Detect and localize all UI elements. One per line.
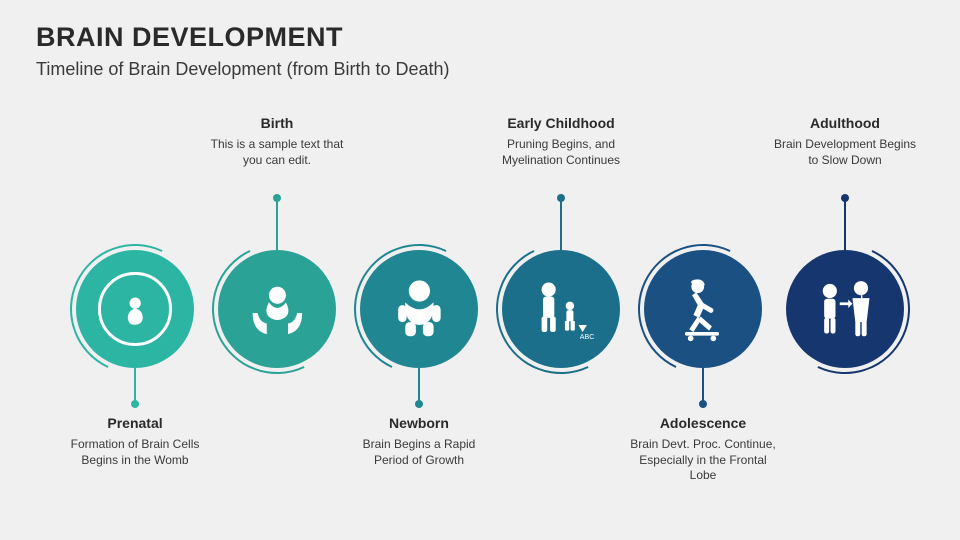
fetus-in-womb-icon xyxy=(76,250,194,368)
timeline: ABC xyxy=(0,250,960,400)
stage-title: Newborn xyxy=(344,415,494,431)
connector-line xyxy=(276,198,278,250)
header: BRAIN DEVELOPMENT Timeline of Brain Deve… xyxy=(0,0,960,80)
stage-title: Adolescence xyxy=(628,415,778,431)
stage-adolescence xyxy=(644,250,762,368)
connector-line xyxy=(844,198,846,250)
connector-line xyxy=(560,198,562,250)
stage-title: Prenatal xyxy=(60,415,210,431)
stage-desc: Formation of Brain Cells Begins in the W… xyxy=(60,437,210,468)
svg-text:ABC: ABC xyxy=(579,334,594,341)
adult-growth-icon xyxy=(786,250,904,368)
child-playing-icon: ABC xyxy=(502,250,620,368)
stage-early-childhood: ABC xyxy=(502,250,620,368)
stage-adulthood xyxy=(786,250,904,368)
stage-birth xyxy=(218,250,336,368)
stage-label-early-childhood: Early Childhood Pruning Begins, and Myeli… xyxy=(486,115,636,168)
stage-desc: This is a sample text that you can edit. xyxy=(202,137,352,168)
stage-label-adolescence: Adolescence Brain Devt. Proc. Continue, E… xyxy=(628,415,778,484)
stage-title: Birth xyxy=(202,115,352,131)
connector-line xyxy=(418,368,420,404)
stage-newborn xyxy=(360,250,478,368)
stage-desc: Brain Devt. Proc. Continue, Especially i… xyxy=(628,437,778,484)
page-title: BRAIN DEVELOPMENT xyxy=(36,22,924,53)
infant-sitting-icon xyxy=(360,250,478,368)
connector-line xyxy=(134,368,136,404)
stage-label-prenatal: Prenatal Formation of Brain Cells Begins … xyxy=(60,415,210,468)
stage-label-birth: Birth This is a sample text that you can … xyxy=(202,115,352,168)
stage-label-adulthood: Adulthood Brain Development Begins to Slo… xyxy=(770,115,920,168)
connector-line xyxy=(702,368,704,404)
baby-in-hands-icon xyxy=(218,250,336,368)
stage-prenatal xyxy=(76,250,194,368)
teen-skateboard-icon xyxy=(644,250,762,368)
stage-title: Adulthood xyxy=(770,115,920,131)
stage-desc: Brain Development Begins to Slow Down xyxy=(770,137,920,168)
stage-label-newborn: Newborn Brain Begins a Rapid Period of Gr… xyxy=(344,415,494,468)
inner-ring xyxy=(98,272,171,345)
stage-desc: Brain Begins a Rapid Period of Growth xyxy=(344,437,494,468)
stage-desc: Pruning Begins, and Myelination Continue… xyxy=(486,137,636,168)
stage-title: Early Childhood xyxy=(486,115,636,131)
page-subtitle: Timeline of Brain Development (from Birt… xyxy=(36,59,924,80)
